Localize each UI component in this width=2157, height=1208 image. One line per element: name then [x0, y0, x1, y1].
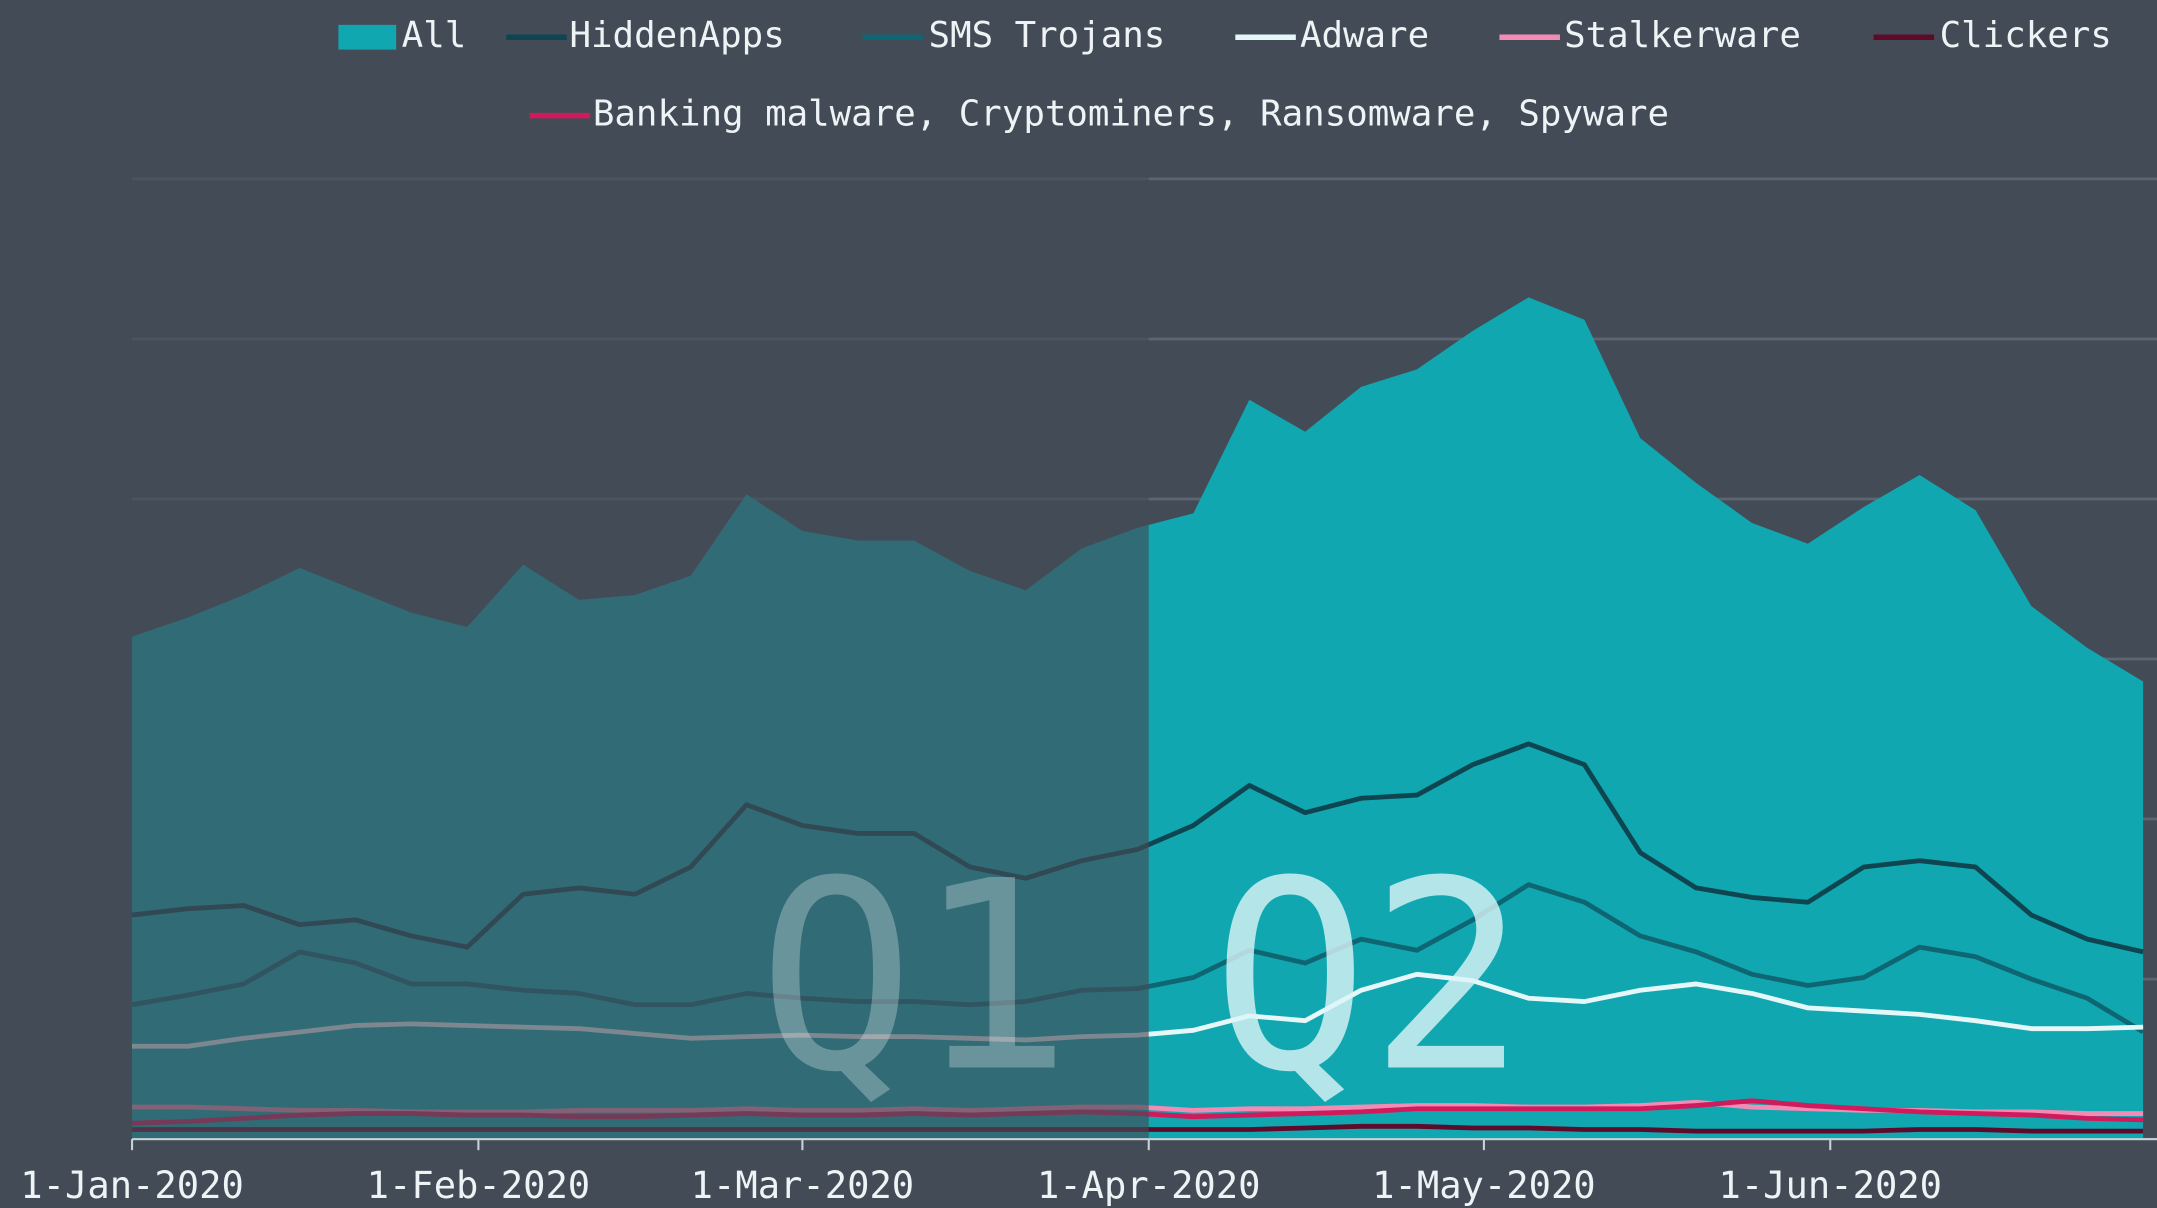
legend-label: Adware	[1300, 15, 1429, 56]
legend-label: All	[402, 15, 467, 56]
period-label: Q1	[758, 825, 1073, 1130]
x-tick-label: 1-Jan-2020	[20, 1164, 244, 1207]
legend-label: Stalkerware	[1564, 15, 1801, 56]
x-tick-label: 1-Feb-2020	[367, 1164, 591, 1207]
legend-label: SMS Trojans	[929, 15, 1166, 56]
x-tick-label: 1-May-2020	[1372, 1164, 1596, 1207]
legend-label: Clickers	[1940, 15, 2112, 56]
x-tick-label: 1-Jun-2020	[1718, 1164, 1942, 1207]
period-shade	[132, 165, 1149, 1140]
legend-label: HiddenApps	[570, 15, 785, 56]
x-tick-label: 1-Apr-2020	[1037, 1164, 1261, 1207]
legend-label: Banking malware, Cryptominers, Ransomwar…	[593, 94, 1669, 135]
x-tick-label: 1-Mar-2020	[691, 1164, 915, 1207]
period-label: Q2	[1211, 825, 1526, 1130]
legend-swatch	[338, 24, 397, 50]
